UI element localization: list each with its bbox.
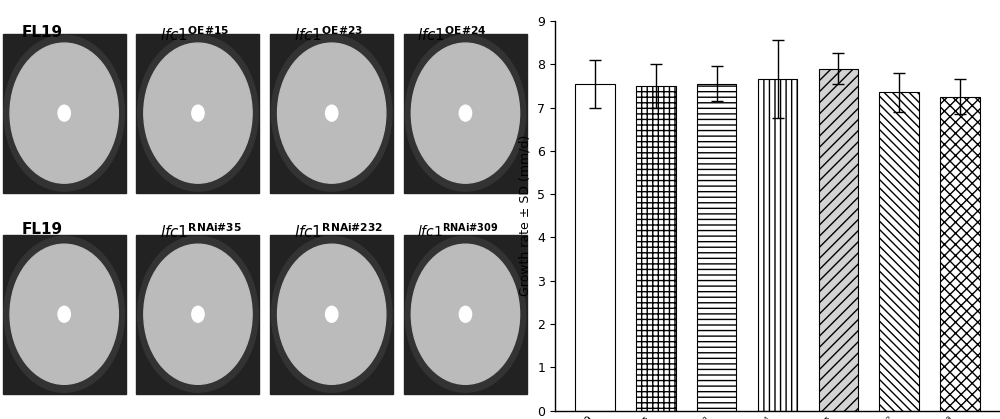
- Text: $\it{lfc1}$$^{\mathbf{OE\#24}}$: $\it{lfc1}$$^{\mathbf{OE\#24}}$: [417, 25, 487, 44]
- Ellipse shape: [58, 105, 70, 121]
- Ellipse shape: [138, 236, 258, 392]
- Bar: [404, 235, 527, 394]
- Ellipse shape: [278, 43, 386, 183]
- Bar: [758, 79, 797, 411]
- Ellipse shape: [4, 236, 124, 392]
- Ellipse shape: [138, 35, 258, 191]
- Text: $\it{lfc1}$$^{\mathbf{RNAi\#309}}$: $\it{lfc1}$$^{\mathbf{RNAi\#309}}$: [417, 222, 499, 240]
- Bar: [404, 34, 527, 193]
- Bar: [136, 34, 259, 193]
- Bar: [270, 34, 393, 193]
- Ellipse shape: [405, 35, 526, 191]
- Bar: [940, 97, 980, 411]
- Ellipse shape: [192, 105, 204, 121]
- Ellipse shape: [271, 35, 392, 191]
- Bar: [636, 86, 676, 411]
- Ellipse shape: [192, 306, 204, 322]
- Text: $\it{lfc1}$$^{\mathbf{OE\#23}}$: $\it{lfc1}$$^{\mathbf{OE\#23}}$: [294, 25, 363, 44]
- Bar: [697, 84, 736, 411]
- Bar: [575, 84, 615, 411]
- Text: $\it{lfc1}$$^{\mathbf{RNAi\#232}}$: $\it{lfc1}$$^{\mathbf{RNAi\#232}}$: [294, 222, 383, 241]
- Ellipse shape: [405, 236, 526, 392]
- Ellipse shape: [411, 43, 520, 183]
- Bar: [879, 92, 919, 411]
- Y-axis label: Growth rate ± SD (mm/d): Growth rate ± SD (mm/d): [519, 135, 532, 296]
- Ellipse shape: [4, 35, 124, 191]
- Bar: [270, 235, 393, 394]
- Ellipse shape: [58, 306, 70, 322]
- Ellipse shape: [326, 105, 338, 121]
- Bar: [3, 34, 126, 193]
- Ellipse shape: [144, 244, 252, 384]
- Ellipse shape: [10, 244, 118, 384]
- Ellipse shape: [459, 306, 472, 322]
- Ellipse shape: [144, 43, 252, 183]
- Ellipse shape: [278, 244, 386, 384]
- Ellipse shape: [10, 43, 118, 183]
- Ellipse shape: [459, 105, 472, 121]
- Ellipse shape: [411, 244, 520, 384]
- Ellipse shape: [326, 306, 338, 322]
- Text: $\it{lfc1}$$^{\mathbf{OE\#15}}$: $\it{lfc1}$$^{\mathbf{OE\#15}}$: [160, 25, 230, 44]
- Bar: [819, 69, 858, 411]
- Bar: [3, 235, 126, 394]
- Ellipse shape: [271, 236, 392, 392]
- Text: $\it{lfc1}$$^{\mathbf{RNAi\#35}}$: $\it{lfc1}$$^{\mathbf{RNAi\#35}}$: [160, 222, 242, 241]
- Text: FL19: FL19: [21, 25, 63, 40]
- Bar: [136, 235, 259, 394]
- Text: FL19: FL19: [21, 222, 63, 237]
